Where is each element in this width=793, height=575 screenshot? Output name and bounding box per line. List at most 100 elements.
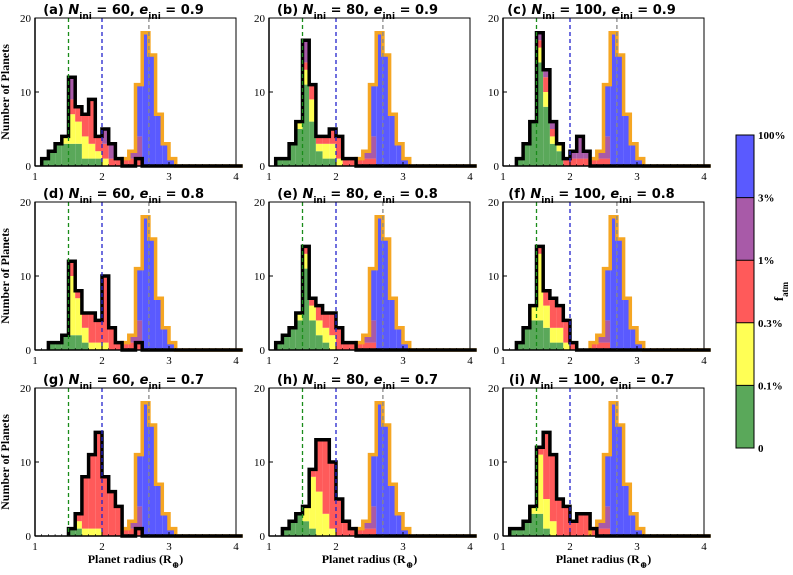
sim-bar-segment: [523, 143, 530, 166]
ref-bar-segment: [596, 528, 604, 536]
sim-bar-segment: [342, 158, 350, 166]
sim-bar-segment: [529, 506, 537, 514]
sim-bar-segment: [309, 476, 316, 529]
ref-bar-segment: [389, 484, 397, 536]
sim-bar-segment: [61, 335, 69, 350]
sim-bar-segment: [55, 342, 62, 350]
ref-bar-segment: [616, 425, 624, 536]
ref-bar-segment: [356, 342, 363, 350]
sim-bar-segment: [68, 261, 76, 276]
sim-bar-segment: [315, 136, 323, 144]
sim-bar-segment: [302, 246, 310, 254]
sim-bar-segment: [302, 268, 310, 350]
sim-bar-segment: [549, 521, 557, 536]
sim-bar-segment: [41, 158, 49, 166]
ref-bar-segment: [596, 521, 604, 529]
sim-bar-segment: [275, 342, 283, 350]
sim-bar-segment: [309, 305, 316, 321]
x-tick-label: 3: [634, 355, 640, 367]
sim-bar-segment: [322, 136, 330, 144]
sim-bar-segment: [302, 506, 310, 522]
sim-bar-segment: [302, 84, 310, 166]
x-tick-label: 1: [32, 541, 38, 553]
colorbar-segment: [736, 135, 754, 198]
sim-bar-segment: [543, 106, 550, 166]
panel-e: (e) Nini = 80, eini = 0.8 1 2 3 4 0 10 20: [254, 187, 477, 367]
ref-bar-segment: [142, 216, 149, 350]
sim-bar-segment: [61, 143, 69, 166]
y-tick-label: 20: [488, 383, 500, 395]
panel-i: (i) Nini = 100, eini = 0.7 1 2 3 4 0 10 20 Plane…: [488, 373, 711, 570]
ref-bar-segment: [135, 320, 143, 343]
ref-bar-segment: [603, 506, 611, 529]
ref-bar-segment: [135, 158, 143, 166]
sim-bar-segment: [275, 158, 283, 166]
sim-bar-segment: [556, 499, 564, 536]
ref-bar-segment: [590, 528, 597, 536]
x-tick-label: 4: [233, 171, 239, 183]
sim-bar-segment: [55, 143, 62, 166]
sim-bar-segment: [102, 342, 109, 350]
sim-bar-segment: [302, 521, 310, 536]
ref-bar-segment: [155, 298, 163, 350]
panel-g: (g) Nini = 60, eini = 0.7 1 2 3 4 0 10 20 Number…: [0, 373, 243, 570]
sim-bar-segment: [329, 528, 336, 536]
sim-bar-segment: [556, 143, 564, 152]
x-tick-label: 1: [32, 171, 38, 183]
ref-bar-segment: [369, 528, 377, 536]
x-axis-label: Planet radius (R⊕): [322, 552, 418, 570]
ref-bar-segment: [596, 335, 604, 343]
ref-bar-segment: [369, 84, 377, 137]
y-tick-label: 0: [26, 161, 32, 173]
sim-bar-segment: [536, 40, 544, 48]
x-tick-label: 2: [567, 541, 573, 553]
y-tick-label: 10: [254, 457, 266, 469]
colorbar-tick-label: 100%: [758, 130, 786, 142]
ref-bar-segment: [135, 84, 143, 137]
sim-bar-segment: [75, 290, 82, 299]
sim-bar-segment: [115, 506, 123, 536]
sim-bar-segment: [563, 342, 570, 350]
ref-bar-segment: [403, 158, 410, 166]
ref-bar-segment: [376, 32, 383, 166]
panel-b: (b) Nini = 80, eini = 0.9 1 2 3 4 0 10 20: [254, 3, 477, 183]
ref-bar-segment: [396, 327, 403, 350]
sim-bar-segment: [543, 528, 550, 536]
sim-bar-segment: [322, 342, 330, 350]
sim-bar-segment: [549, 121, 557, 129]
sim-bar-segment: [295, 320, 303, 350]
sim-bar-segment: [543, 290, 550, 306]
y-tick-label: 20: [488, 197, 500, 209]
sim-bar-segment: [48, 151, 56, 166]
colorbar-segment: [736, 260, 754, 323]
sim-bar-segment: [329, 313, 336, 336]
ref-bar-segment: [128, 342, 136, 350]
ref-bar-segment: [128, 521, 136, 529]
ref-bar-segment: [403, 342, 410, 350]
ref-bar-segment: [369, 268, 377, 321]
ref-bar-segment: [596, 151, 604, 159]
x-tick-label: 3: [166, 355, 172, 367]
ref-bar-segment: [637, 158, 644, 166]
ref-bar-segment: [396, 143, 403, 166]
sim-bar-segment: [302, 62, 310, 70]
ref-bar-segment: [603, 320, 611, 343]
sim-bar-segment: [543, 432, 550, 499]
ref-bar-segment: [603, 158, 611, 166]
sim-bar-segment: [583, 158, 591, 166]
x-tick-label: 4: [701, 541, 707, 553]
y-tick-label: 10: [488, 271, 500, 283]
sim-bar-segment: [88, 158, 96, 166]
ref-bar-segment: [169, 158, 176, 166]
sim-bar-segment: [75, 521, 82, 529]
sim-bar-segment: [289, 327, 296, 350]
sim-bar-segment: [536, 454, 544, 514]
ref-bar-segment: [590, 158, 597, 166]
x-tick-label: 4: [467, 541, 473, 553]
ref-bar-segment: [603, 528, 611, 536]
x-tick-label: 3: [400, 541, 406, 553]
ref-bar-segment: [630, 143, 637, 166]
ref-bar-segment: [382, 239, 390, 350]
sim-bar-segment: [68, 335, 76, 350]
sim-bar-segment: [302, 69, 310, 85]
